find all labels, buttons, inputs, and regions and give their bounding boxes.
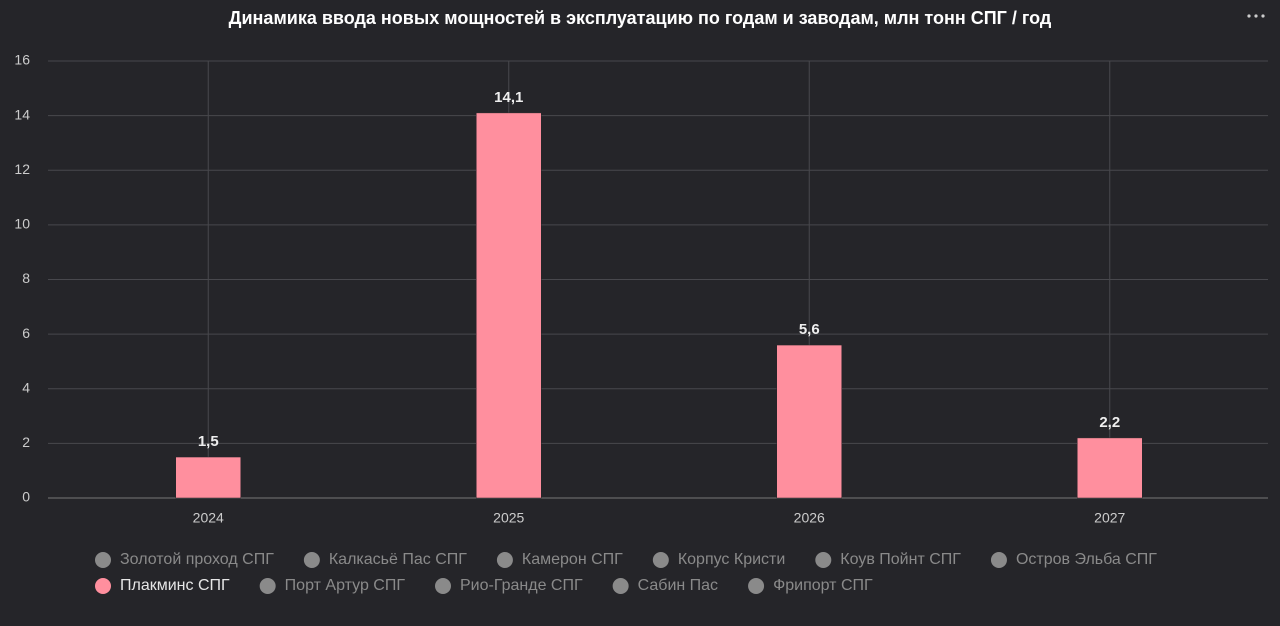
legend-swatch xyxy=(435,578,451,594)
y-tick-label: 0 xyxy=(22,489,30,505)
bar xyxy=(776,344,842,499)
menu-dot xyxy=(1247,14,1251,18)
menu-dot xyxy=(1261,14,1265,18)
legend-label: Калкасьё Пас СПГ xyxy=(329,551,467,568)
legend-swatch xyxy=(303,552,320,568)
legend-label: Коув Пойнт СПГ xyxy=(840,551,961,568)
legend-label: Порт Артур СПГ xyxy=(285,577,406,594)
menu-button[interactable] xyxy=(1247,14,1265,18)
legend-label: Сабин Пас xyxy=(638,577,718,594)
x-tick-label: 2026 xyxy=(794,510,825,526)
legend-swatch xyxy=(612,578,629,594)
legend-item[interactable]: Порт Артур СПГ xyxy=(259,577,406,594)
legend-label: Остров Эльба СПГ xyxy=(1016,551,1157,568)
legend-label: Золотой проход СПГ xyxy=(120,551,274,568)
legend-item[interactable]: Корпус Кристи xyxy=(652,551,785,568)
legend-label: Корпус Кристи xyxy=(678,551,785,568)
y-tick-label: 8 xyxy=(22,270,30,286)
data-label: 14,1 xyxy=(494,89,523,106)
bar xyxy=(476,112,542,499)
x-tick-label: 2025 xyxy=(493,510,524,526)
bar xyxy=(1077,437,1143,499)
legend-label: Камерон СПГ xyxy=(522,551,623,568)
legend-item[interactable]: Плакминс СПГ xyxy=(95,577,230,594)
legend-item[interactable]: Рио-Гранде СПГ xyxy=(435,577,583,594)
legend-swatch xyxy=(95,552,111,568)
chart-title: Динамика ввода новых мощностей в эксплуа… xyxy=(229,8,1052,28)
legend-item[interactable]: Остров Эльба СПГ xyxy=(990,551,1157,568)
legend-item[interactable]: Сабин Пас xyxy=(612,577,718,594)
legend-item[interactable]: Фрипорт СПГ xyxy=(748,577,873,594)
y-tick-label: 12 xyxy=(14,161,30,177)
legend-label: Фрипорт СПГ xyxy=(773,577,873,594)
legend-item[interactable]: Золотой проход СПГ xyxy=(95,551,274,568)
legend-swatch xyxy=(815,552,832,568)
legend-label: Плакминс СПГ xyxy=(120,577,230,594)
data-label: 2,2 xyxy=(1099,414,1120,431)
x-tick-label: 2024 xyxy=(193,510,224,526)
y-tick-label: 14 xyxy=(14,106,30,122)
menu-dot xyxy=(1254,14,1258,18)
legend-item[interactable]: Калкасьё Пас СПГ xyxy=(303,551,467,568)
legend-swatch xyxy=(652,552,669,568)
data-label: 5,6 xyxy=(799,321,820,338)
y-tick-label: 4 xyxy=(22,379,30,395)
y-tick-label: 10 xyxy=(14,216,30,232)
legend-swatch xyxy=(748,578,765,594)
legend-item[interactable]: Камерон СПГ xyxy=(496,551,623,568)
y-tick-label: 16 xyxy=(14,52,30,68)
bar xyxy=(175,456,241,499)
legend-swatch xyxy=(95,578,111,594)
y-tick-label: 6 xyxy=(22,325,30,341)
legend-swatch xyxy=(990,552,1007,568)
x-tick-label: 2027 xyxy=(1094,510,1125,526)
legend-item[interactable]: Коув Пойнт СПГ xyxy=(815,551,961,568)
y-tick-label: 2 xyxy=(22,434,30,450)
legend-swatch xyxy=(496,552,513,568)
legend-label: Рио-Гранде СПГ xyxy=(460,577,583,594)
legend-swatch xyxy=(259,578,276,594)
data-label: 1,5 xyxy=(198,433,219,450)
